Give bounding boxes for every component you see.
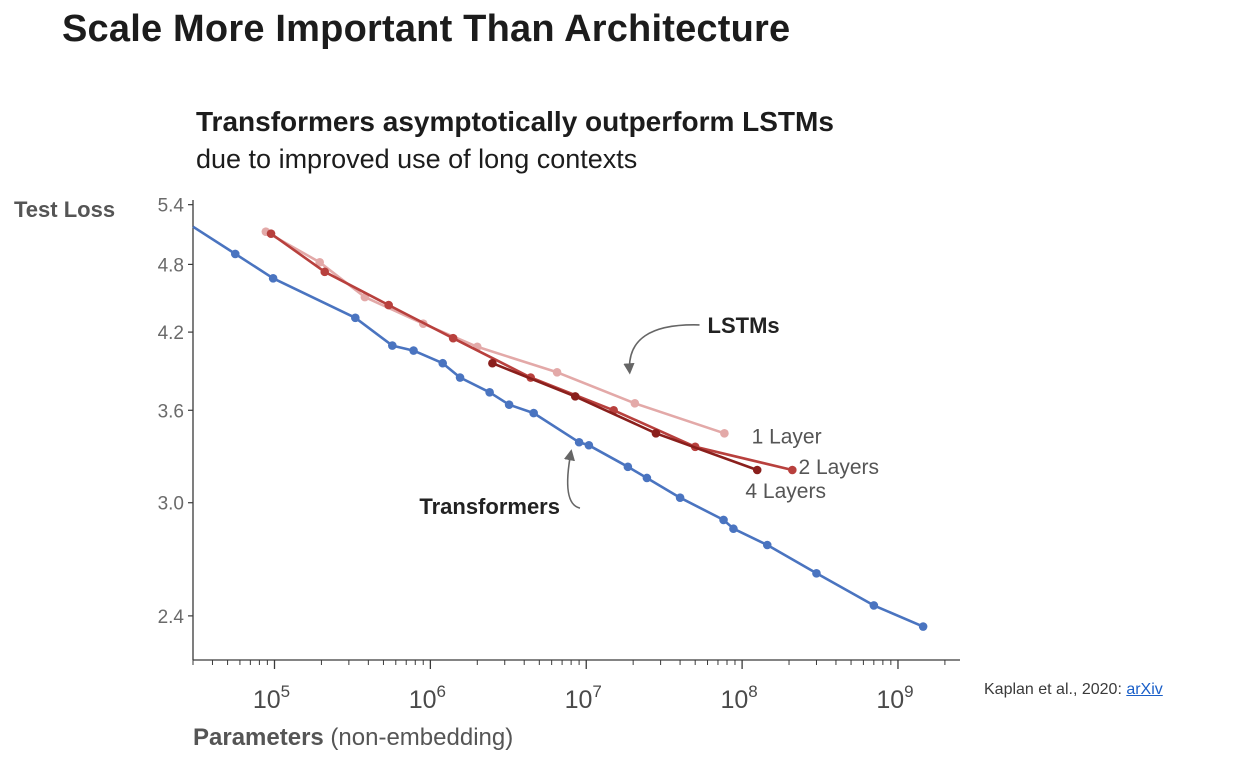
- 2-layers-point: [384, 300, 393, 310]
- transformers-point: [642, 473, 652, 483]
- transformers-point: [584, 440, 594, 450]
- annotation-arrow: [623, 324, 700, 375]
- transformers-point: [623, 462, 633, 472]
- transformers-point: [504, 400, 514, 409]
- transformers-point: [812, 569, 821, 578]
- 1-layer-point: [552, 367, 562, 377]
- chart-subtitle: due to improved use of long contexts: [196, 144, 638, 174]
- 1-layer-point: [630, 398, 640, 408]
- transformers-point: [409, 346, 418, 355]
- x-axis-label: Parameters (non-embedding): [193, 724, 513, 751]
- transformers-point: [455, 373, 465, 382]
- y-tick-label: 3.0: [158, 494, 184, 515]
- transformers-point: [719, 515, 728, 525]
- 2-layers-point: [448, 333, 458, 343]
- chart-title: Transformers asymptotically outperform L…: [196, 106, 834, 137]
- x-tick-label: 109: [876, 682, 913, 714]
- x-tick-label: 106: [409, 682, 446, 714]
- series-label: 1 Layer: [752, 425, 822, 448]
- transformers-point: [351, 313, 360, 323]
- transformers-point: [918, 622, 928, 631]
- transformers-point: [729, 524, 738, 534]
- x-tick-label: 105: [253, 682, 290, 714]
- annotation-label: Transformers: [419, 494, 560, 519]
- 4-layers-point: [570, 392, 580, 401]
- citation: Kaplan et al., 2020: arXiv: [984, 681, 1163, 699]
- y-tick-label: 3.6: [158, 401, 184, 422]
- 4-layers-point: [651, 429, 661, 438]
- transformers-point: [268, 274, 278, 283]
- 4-layers-line: [491, 361, 758, 472]
- arxiv-link[interactable]: arXiv: [1126, 681, 1163, 698]
- transformers-point: [762, 540, 772, 550]
- 1-layer-line: [265, 230, 725, 435]
- annotation-arrow: [563, 449, 581, 509]
- 4-layers-point: [488, 358, 497, 368]
- transformers-point: [388, 341, 397, 350]
- transformers-point: [529, 408, 538, 418]
- 4-layers-point: [752, 465, 762, 475]
- 2-layers-point: [320, 267, 330, 277]
- transformers-point: [438, 358, 448, 368]
- 2-layers-point: [788, 465, 797, 475]
- series-label: 2 Layers: [798, 456, 879, 479]
- x-tick-label: 107: [565, 682, 602, 714]
- 1-layer-point: [720, 429, 729, 438]
- transformers-point: [869, 601, 879, 610]
- series-label: 4 Layers: [745, 480, 826, 503]
- transformers-point: [574, 437, 584, 447]
- y-tick-label: 4.2: [158, 323, 184, 344]
- annotation-label: LSTMs: [708, 313, 780, 338]
- 2-layers-point: [266, 229, 276, 238]
- y-tick-label: 5.4: [158, 196, 185, 217]
- 1-layer-point: [315, 257, 325, 267]
- citation-text: Kaplan et al., 2020:: [984, 681, 1127, 698]
- transformers-point: [230, 249, 240, 259]
- x-tick-label: 108: [720, 682, 757, 714]
- slide-title: Scale More Important Than Architecture: [62, 8, 791, 50]
- y-tick-label: 2.4: [158, 607, 185, 628]
- transformers-point: [675, 493, 685, 502]
- transformers-point: [485, 387, 494, 397]
- transformers-line: [192, 225, 924, 628]
- y-axis-label: Test Loss: [14, 197, 115, 222]
- y-tick-label: 4.8: [158, 255, 184, 276]
- 2-layers-line: [270, 232, 793, 472]
